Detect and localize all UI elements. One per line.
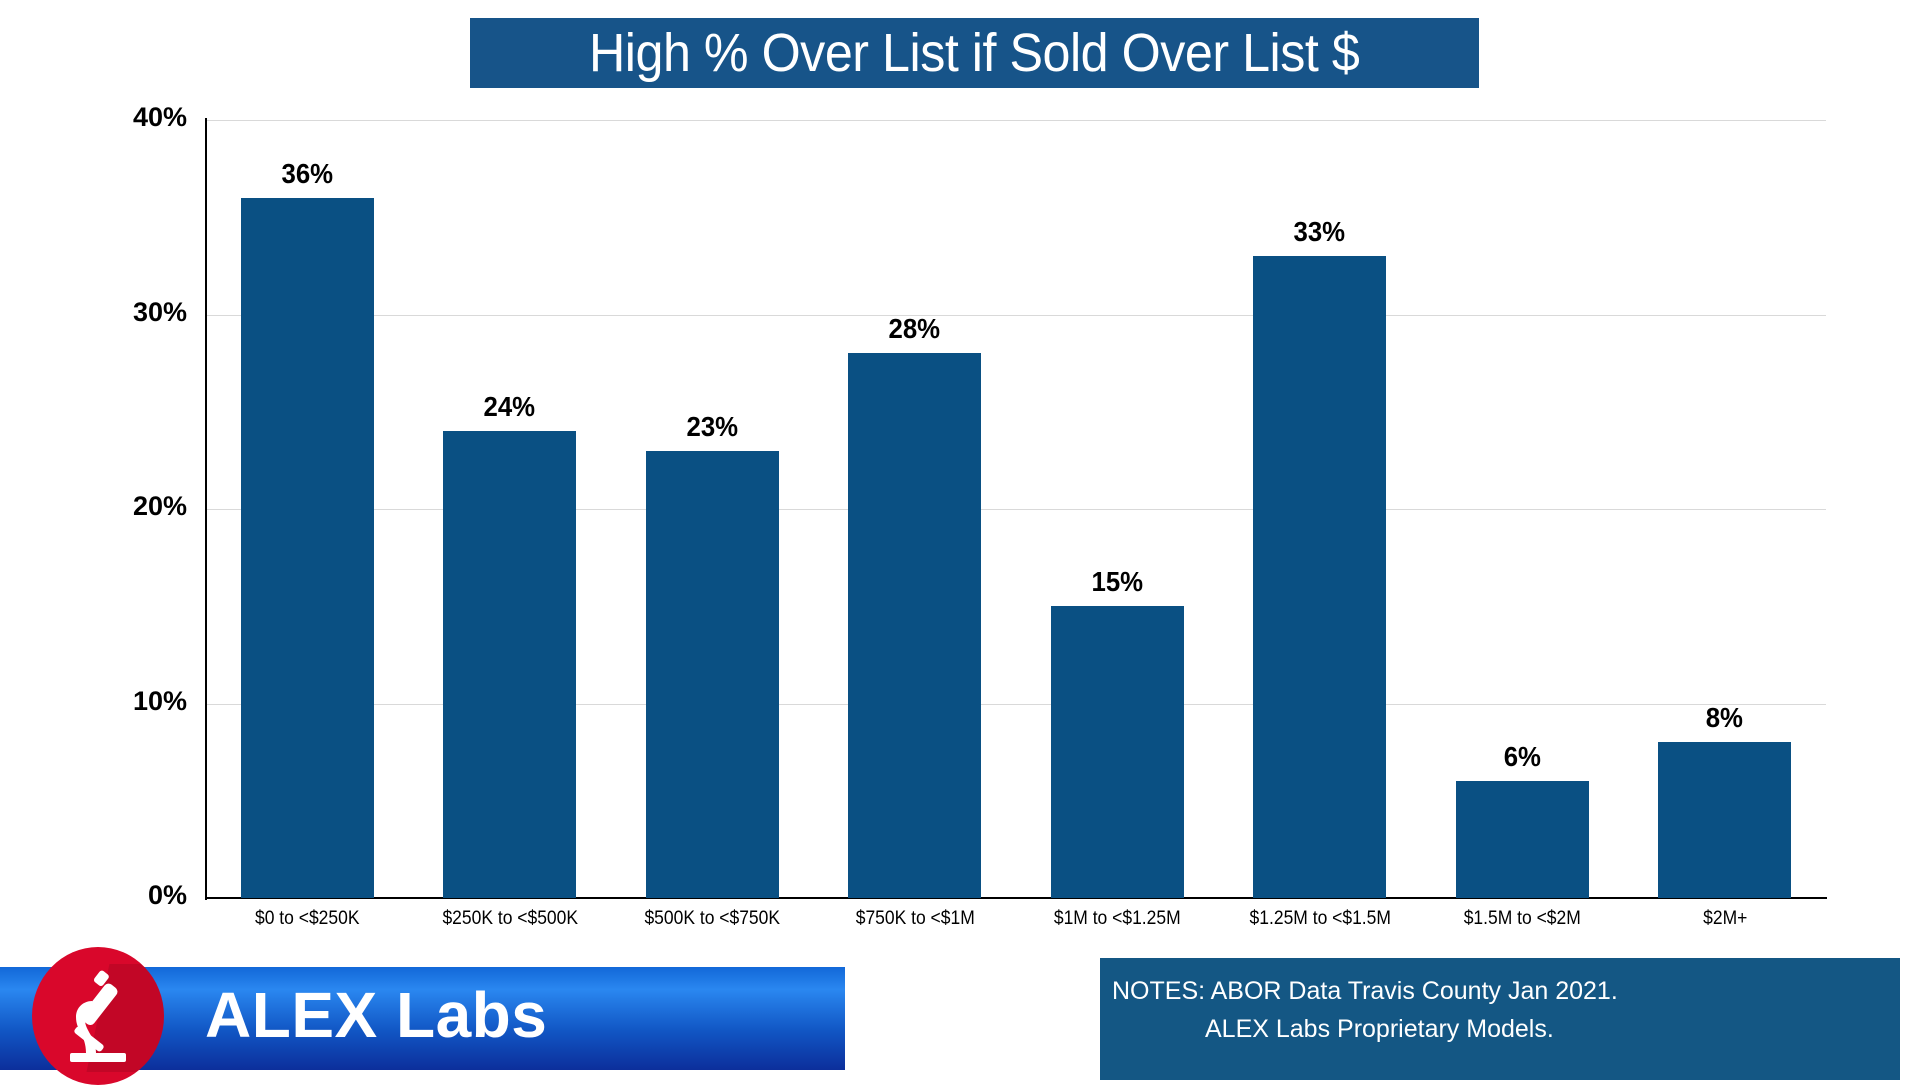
- notes-box: NOTES: ABOR Data Travis County Jan 2021.…: [1100, 958, 1900, 1080]
- brand-name: ALEX Labs: [205, 979, 548, 1051]
- x-axis-category-label: $1M to <$1.25M: [1053, 908, 1181, 929]
- x-axis-category-label: $2M+: [1702, 908, 1747, 929]
- bar-slot: 8%: [1658, 120, 1792, 898]
- bar-value-label: 23%: [686, 410, 739, 442]
- bar[interactable]: [1050, 606, 1184, 898]
- bar-slot: 33%: [1253, 120, 1387, 898]
- bar-slot: 23%: [645, 120, 779, 898]
- y-axis-tick-label: 30%: [132, 296, 187, 327]
- bar-slot: 15%: [1050, 120, 1184, 898]
- gridline: [206, 120, 1826, 121]
- x-axis-category-label: $1.5M to <$2M: [1463, 908, 1581, 929]
- gridline: [206, 703, 1826, 705]
- bar-slot: 28%: [848, 120, 982, 898]
- bar[interactable]: [1658, 742, 1792, 898]
- x-axis-category-label: $1.25M to <$1.5M: [1249, 908, 1391, 929]
- plot-area: [206, 120, 1826, 898]
- bar-value-label: 24%: [483, 391, 536, 423]
- bar[interactable]: [443, 431, 577, 898]
- bar[interactable]: [1253, 256, 1387, 898]
- bar-value-label: 33%: [1293, 216, 1346, 248]
- brand-badge: [32, 947, 164, 1085]
- notes-line-2: ALEX Labs Proprietary Models.: [1205, 1015, 1554, 1043]
- bar-slot: 6%: [1455, 120, 1589, 898]
- bar-value-label: 6%: [1503, 741, 1541, 773]
- chart-title-banner: High % Over List if Sold Over List $: [470, 18, 1479, 88]
- microscope-icon: [70, 970, 126, 1062]
- gridline: [206, 509, 1826, 510]
- y-axis-tick-label: 10%: [132, 685, 187, 716]
- y-axis-tick-label: 40%: [132, 102, 187, 132]
- y-axis-tick-label: 0%: [147, 880, 187, 910]
- bar-value-label: 36%: [281, 157, 334, 189]
- page-title: High % Over List if Sold Over List $: [589, 23, 1360, 83]
- x-axis-category-label: $500K to <$750K: [644, 908, 781, 929]
- bar-value-label: 8%: [1706, 702, 1744, 734]
- y-axis-line: [205, 118, 207, 900]
- bar-value-label: 28%: [888, 313, 941, 345]
- bar[interactable]: [240, 197, 374, 898]
- x-axis-line: [205, 897, 1827, 899]
- y-axis-tick-label: 20%: [132, 491, 187, 521]
- bar-value-label: 15%: [1091, 566, 1144, 598]
- notes-line-1: NOTES: ABOR Data Travis County Jan 2021.: [1112, 977, 1618, 1005]
- gridline: [206, 314, 1826, 316]
- bar[interactable]: [1455, 781, 1589, 898]
- bar-slot: 36%: [240, 120, 374, 898]
- bar[interactable]: [645, 450, 779, 898]
- x-axis-category-label: $250K to <$500K: [441, 908, 578, 929]
- x-axis-category-label: $0 to <$250K: [254, 908, 360, 929]
- x-axis-category-label: $750K to <$1M: [855, 908, 975, 929]
- bar[interactable]: [848, 353, 982, 898]
- bar-slot: 24%: [443, 120, 577, 898]
- bar-chart: 40% 30% 20% 10% 0% 36% 24% 23% 28% 15% 33% 6% 8% $0…: [132, 102, 1827, 929]
